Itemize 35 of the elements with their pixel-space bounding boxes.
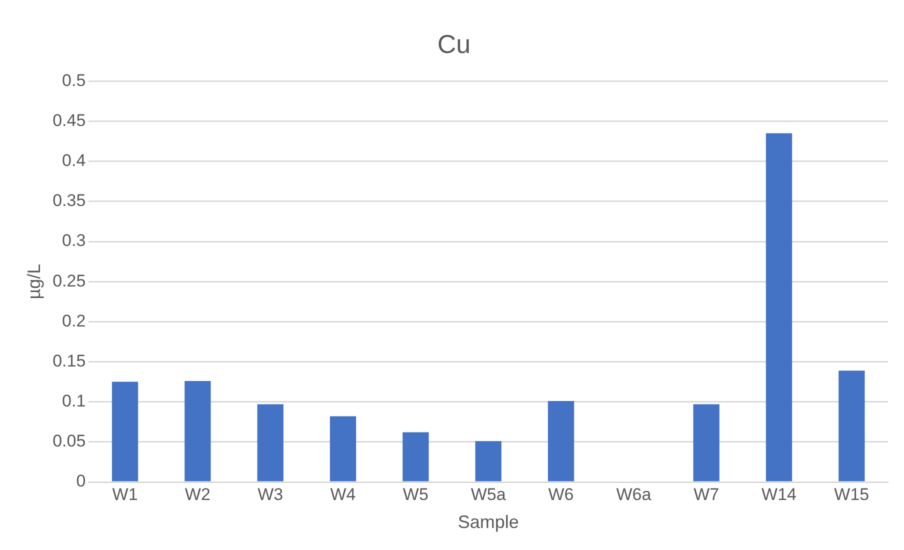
- y-tick-label: 0.5: [62, 70, 86, 90]
- bar: [330, 416, 356, 482]
- y-tick-label: 0.1: [62, 392, 86, 411]
- x-tick-label: W6a: [616, 484, 652, 504]
- bar: [184, 381, 211, 482]
- y-axis-title: µg/L: [24, 264, 44, 300]
- x-tick-label: W2: [184, 484, 210, 504]
- x-tick-label: W1: [112, 484, 138, 504]
- x-tick-label: W14: [762, 484, 796, 504]
- bar: [838, 370, 865, 482]
- y-tick-label: 0.15: [52, 351, 86, 370]
- chart-title: Cu: [437, 28, 471, 59]
- bar: [475, 441, 502, 482]
- y-tick-label: 0: [76, 472, 86, 491]
- x-tick-label: W6: [548, 484, 574, 504]
- bar: [402, 432, 429, 482]
- x-tick-label: W7: [694, 484, 720, 504]
- y-tick-label: 0.25: [52, 271, 86, 290]
- y-tick-label: 0.4: [62, 151, 86, 170]
- bar: [257, 404, 284, 482]
- y-tick-label: 0.3: [62, 231, 86, 250]
- y-tick-label: 0.35: [52, 191, 86, 210]
- bar: [693, 404, 720, 482]
- y-tick-label: 0.2: [62, 311, 86, 330]
- y-tick-label: 0.05: [52, 432, 86, 451]
- x-tick-label: W5a: [470, 484, 506, 504]
- bar: [112, 382, 138, 482]
- x-tick-label: W3: [258, 484, 284, 504]
- x-tick-label: W15: [834, 484, 870, 504]
- bar: [548, 401, 574, 482]
- bar: [766, 133, 792, 482]
- y-tick-label: 0.45: [52, 110, 86, 130]
- x-axis-title: Sample: [458, 512, 519, 532]
- x-tick-label: W4: [330, 484, 356, 504]
- x-tick-label: W5: [402, 484, 428, 504]
